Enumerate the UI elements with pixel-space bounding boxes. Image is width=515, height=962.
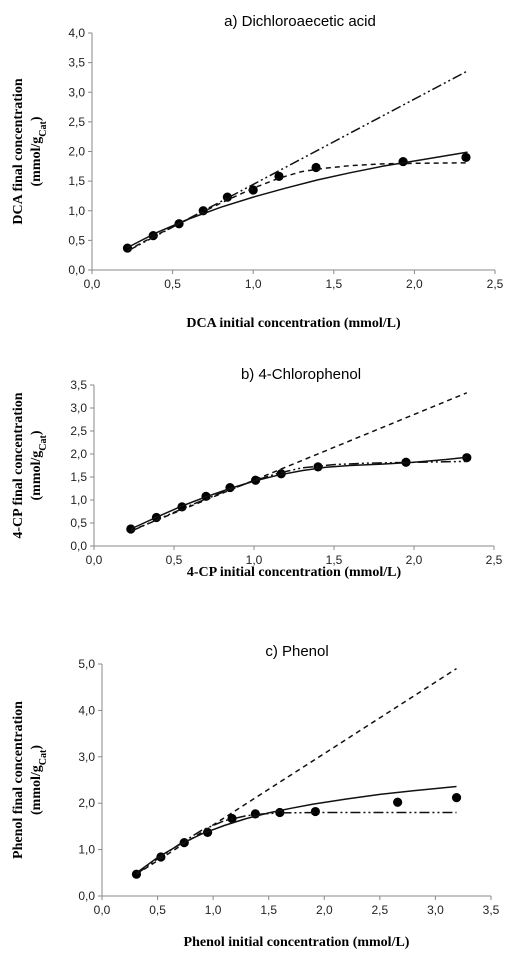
series-line-dashed bbox=[130, 392, 468, 532]
y-tick-label: 2,5 bbox=[68, 115, 85, 129]
series-line-dashed bbox=[136, 667, 457, 875]
x-tick-label: 2,5 bbox=[487, 277, 504, 291]
data-point-10 bbox=[451, 793, 462, 803]
series-line-dashed bbox=[127, 162, 468, 252]
chart-title: a) Dichloroaecetic acid bbox=[224, 13, 376, 30]
y-axis-label-close: ) bbox=[29, 745, 44, 750]
y-axis-label-line2: (mmol/gCat) bbox=[29, 116, 49, 186]
x-axis-label: DCA initial concentration (mmol/L) bbox=[186, 316, 401, 331]
data-point-8 bbox=[310, 806, 320, 817]
y-axis-label-unit: (mmol/g bbox=[29, 765, 44, 815]
y-tick-label: 0,0 bbox=[78, 889, 95, 903]
y-tick-label: 1,0 bbox=[70, 493, 87, 507]
data-point-10 bbox=[461, 152, 471, 163]
series-line-dashdot bbox=[127, 70, 468, 252]
y-tick-label: 3,0 bbox=[68, 85, 85, 99]
chart-panel-1: a) Dichloroaecetic acid 0,0 0,5 1,0 1,5 2,0 2,… bbox=[11, 13, 504, 331]
x-tick-label: 2,5 bbox=[486, 553, 503, 567]
series-line-solid bbox=[136, 785, 457, 874]
x-tick-label: 0,5 bbox=[149, 903, 166, 917]
chart-panel-2: b) 4-Chlorophenol 0,0 0,5 1,0 1,5 2,0 2,5 3,0 3,… bbox=[11, 366, 503, 580]
x-axis-label: 4-CP initial concentration (mmol/L) bbox=[187, 565, 402, 580]
x-tick-label: 0,5 bbox=[164, 277, 181, 291]
y-axis-label-close: ) bbox=[29, 430, 44, 435]
y-tick-label: 1,0 bbox=[68, 204, 85, 218]
series-line-solid bbox=[127, 151, 468, 249]
y-tick-label: 3,0 bbox=[78, 750, 95, 764]
y-tick-label: 1,5 bbox=[68, 174, 85, 188]
y-axis-label-unit: (mmol/g bbox=[29, 137, 44, 187]
y-tick-label: 2,0 bbox=[78, 796, 95, 810]
x-tick-label: 0,0 bbox=[94, 903, 111, 917]
y-axis-label-line1: 4-CP final concentration bbox=[11, 392, 26, 538]
y-tick-label: 1,0 bbox=[78, 843, 95, 857]
x-tick-label: 1,0 bbox=[245, 277, 262, 291]
y-tick-label: 1,5 bbox=[70, 470, 87, 484]
y-tick-label: 5,0 bbox=[78, 657, 95, 671]
x-tick-label: 1,5 bbox=[260, 903, 277, 917]
x-tick-label: 2,0 bbox=[316, 903, 333, 917]
x-axis-label: Phenol initial concentration (mmol/L) bbox=[184, 935, 410, 950]
y-axis-label-subscript: Cat bbox=[38, 435, 49, 451]
x-tick-label: 0,0 bbox=[84, 277, 101, 291]
data-point-6 bbox=[248, 185, 258, 195]
series-line-dashdot bbox=[130, 460, 467, 532]
y-tick-label: 0,5 bbox=[68, 233, 85, 247]
y-axis-label-subscript: Cat bbox=[38, 121, 49, 137]
chart-title: c) Phenol bbox=[265, 643, 328, 660]
y-axis-label-unit: (mmol/g bbox=[29, 451, 44, 501]
data-point-9 bbox=[393, 797, 403, 807]
x-tick-label: 1,5 bbox=[326, 553, 343, 567]
x-tick-label: 1,0 bbox=[246, 553, 263, 567]
y-tick-label: 0,0 bbox=[68, 263, 85, 277]
y-tick-label: 3,5 bbox=[68, 56, 85, 70]
x-tick-label: 2,0 bbox=[406, 277, 423, 291]
y-tick-label: 0,0 bbox=[70, 539, 87, 553]
x-tick-label: 0,0 bbox=[86, 553, 103, 567]
y-axis-label-line1: Phenol final concentration bbox=[11, 701, 26, 859]
y-tick-label: 3,5 bbox=[70, 378, 87, 392]
x-tick-label: 2,5 bbox=[372, 903, 389, 917]
y-tick-label: 3,0 bbox=[70, 401, 87, 415]
y-axis-label-line2: (mmol/gCat) bbox=[29, 430, 49, 500]
x-tick-label: 1,0 bbox=[205, 903, 222, 917]
y-tick-label: 2,5 bbox=[70, 424, 87, 438]
chart-title: b) 4-Chlorophenol bbox=[241, 366, 361, 383]
y-tick-label: 0,5 bbox=[70, 516, 87, 530]
y-tick-label: 2,0 bbox=[68, 145, 85, 159]
y-axis-label-line1: DCA final concentration bbox=[11, 78, 26, 224]
x-tick-label: 2,0 bbox=[406, 553, 423, 567]
x-tick-label: 0,5 bbox=[166, 553, 183, 567]
y-axis-label-line2: (mmol/gCat) bbox=[29, 745, 49, 815]
y-tick-label: 4,0 bbox=[68, 26, 85, 40]
x-tick-label: 1,5 bbox=[325, 277, 342, 291]
y-tick-label: 4,0 bbox=[78, 703, 95, 717]
x-tick-label: 3,0 bbox=[427, 903, 444, 917]
x-tick-label: 3,5 bbox=[483, 903, 500, 917]
chart-panel-3: c) Phenol 0,0 1,0 2,0 3,0 4,0 5,0 0,0 0,5 1,0 1,5 2… bbox=[11, 643, 500, 950]
y-axis-label-subscript: Cat bbox=[38, 749, 49, 765]
y-tick-label: 2,0 bbox=[70, 447, 87, 461]
y-axis-label-close: ) bbox=[29, 116, 44, 121]
